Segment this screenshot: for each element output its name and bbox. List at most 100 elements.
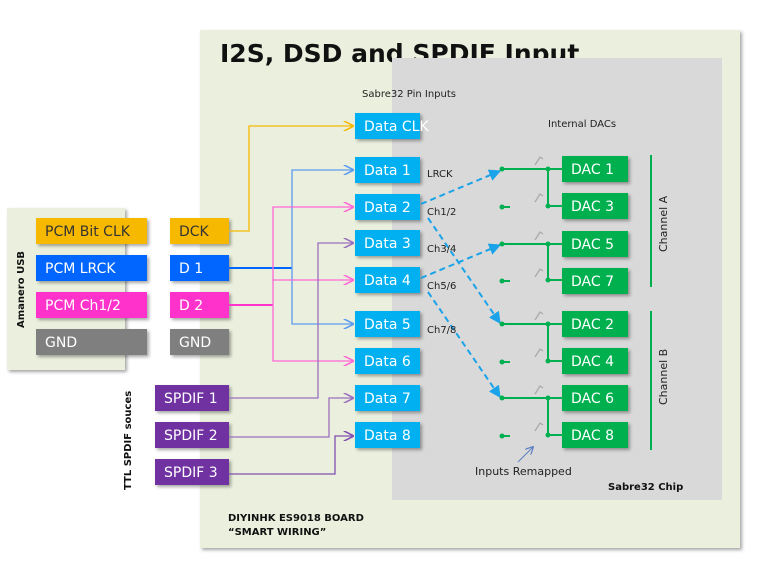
- data-pin-5-bg: [355, 311, 420, 337]
- dac-2: DAC 5: [562, 231, 628, 257]
- data-pin-6-bg: [355, 348, 420, 374]
- data-pin-2: Data 2: [355, 194, 420, 220]
- amanero-pin-0-label: PCM Bit CLK: [45, 224, 131, 240]
- spdif-source-3: SPDIF 3: [155, 459, 229, 485]
- dac-4-bg: [562, 311, 628, 337]
- channel-a-label: Channel A: [657, 195, 670, 252]
- wire-d2-data2: [272, 207, 353, 305]
- data-pin-1-bg: [355, 157, 420, 183]
- dac-7-bg: [562, 422, 628, 448]
- spdif-source-1: SPDIF 1: [155, 385, 229, 411]
- wires: [229, 126, 353, 475]
- signal-label: Ch7/8: [427, 325, 456, 336]
- dac-5-bg: [562, 348, 628, 374]
- amanero-label: Amanero USB: [16, 251, 27, 328]
- amanero-pin-0: PCM Bit CLK: [36, 218, 147, 244]
- data-pin-1-label: Data 1: [364, 163, 411, 179]
- data-pin-4-bg: [355, 267, 420, 293]
- pin-inputs-label: Sabre32 Pin Inputs: [362, 89, 456, 100]
- amanero-pin-1-label: PCM LRCK: [45, 261, 116, 277]
- amanero-pin-2-label: PCM Ch1/2: [45, 298, 121, 314]
- board-pin-2-bg: [170, 292, 229, 318]
- dac-6-label: DAC 6: [571, 391, 614, 407]
- remapped-label: Inputs Remapped: [475, 465, 572, 478]
- wire-d2-data6: [272, 305, 353, 361]
- data-pin-7: Data 7: [355, 385, 420, 411]
- amanero-pin-0-bg: [36, 218, 147, 244]
- dac-3-bg: [562, 268, 628, 294]
- board-pin-1: D 1: [170, 255, 229, 281]
- spdif-source-2-label: SPDIF 2: [164, 428, 218, 444]
- spdif-source-2: SPDIF 2: [155, 422, 229, 448]
- data-pin-1: Data 1: [355, 157, 420, 183]
- wire-d1-data5: [291, 268, 353, 324]
- channel-b-label: Channel B: [657, 349, 670, 405]
- dac-2-label: DAC 5: [571, 237, 614, 253]
- data-pin-3: Data 3: [355, 230, 420, 256]
- data-pin-0: Data CLK: [355, 113, 429, 139]
- data-pin-4-label: Data 4: [364, 273, 411, 289]
- dac-4-label: DAC 2: [571, 317, 614, 333]
- chip-label: Sabre32 Chip: [608, 482, 683, 493]
- nodes: [499, 166, 551, 439]
- dac-7-label: DAC 8: [571, 428, 614, 444]
- data-pin-8: Data 8: [355, 422, 420, 448]
- board-label-2: “SMART WIRING”: [228, 527, 326, 538]
- wire-spdif2: [229, 398, 353, 438]
- data-pin-3-bg: [355, 230, 420, 256]
- spdif-source-3-label: SPDIF 3: [164, 465, 218, 481]
- dac-6: DAC 6: [562, 385, 628, 411]
- dac-0-label: DAC 1: [571, 162, 614, 178]
- amanero-pin-2-bg: [36, 292, 147, 318]
- spdif-source-3-bg: [155, 459, 229, 485]
- amanero-pin-1: PCM LRCK: [36, 255, 147, 281]
- dac-3: DAC 7: [562, 268, 628, 294]
- dac-3-label: DAC 7: [571, 274, 614, 290]
- amanero-pin-3-bg: [36, 329, 147, 355]
- data-pin-0-label: Data CLK: [364, 119, 429, 135]
- amanero-pin-3-label: GND: [45, 335, 77, 351]
- board-pin-0: DCK: [170, 218, 229, 244]
- wire-spdif1: [229, 243, 353, 399]
- data-pin-7-bg: [355, 385, 420, 411]
- board-pin-2-label: D 2: [179, 298, 203, 314]
- dac-0-bg: [562, 156, 628, 182]
- dac-1-bg: [562, 193, 628, 219]
- dac-6-bg: [562, 385, 628, 411]
- data-pin-7-label: Data 7: [364, 391, 411, 407]
- dac-0: DAC 1: [562, 156, 628, 182]
- spdif-label: TTL SPDIF souces: [123, 391, 134, 490]
- internal-dacs-label: Internal DACs: [548, 119, 616, 130]
- data-pin-5-label: Data 5: [364, 317, 411, 333]
- board-label: DIYINHK ES9018 BOARD: [228, 513, 364, 524]
- wire-spdif3: [229, 436, 353, 475]
- board-pin-3: GND: [170, 329, 229, 355]
- board-pin-3-bg: [170, 329, 229, 355]
- signal-label: LRCK: [427, 169, 453, 180]
- board-pin-0-label: DCK: [179, 224, 210, 240]
- spdif-source-1-bg: [155, 385, 229, 411]
- remap-arrows: [420, 169, 502, 398]
- signal-label: Ch3/4: [427, 244, 456, 255]
- dac-4: DAC 2: [562, 311, 628, 337]
- data-pin-8-bg: [355, 422, 420, 448]
- amanero-pin-2: PCM Ch1/2: [36, 292, 147, 318]
- dac-5: DAC 4: [562, 348, 628, 374]
- data-pin-6-label: Data 6: [364, 354, 411, 370]
- switch-icons: [534, 156, 544, 432]
- data-pin-3-label: Data 3: [364, 236, 411, 252]
- board-pin-1-bg: [170, 255, 229, 281]
- remapped-pointer: [517, 447, 533, 463]
- wire-dck: [229, 126, 353, 232]
- board-pin-2: D 2: [170, 292, 229, 318]
- signal-label: Ch1/2: [427, 207, 456, 218]
- board-pin-3-label: GND: [179, 335, 211, 351]
- amanero-pin-3: GND: [36, 329, 147, 355]
- board-pin-1-label: D 1: [179, 261, 203, 277]
- data-pin-6: Data 6: [355, 348, 420, 374]
- wire-d1-data1: [291, 170, 353, 268]
- data-pin-2-label: Data 2: [364, 200, 411, 216]
- data-pin-4: Data 4: [355, 267, 420, 293]
- dac-1: DAC 3: [562, 193, 628, 219]
